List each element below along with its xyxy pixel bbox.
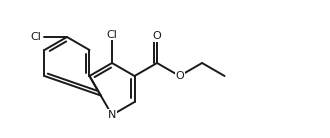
Text: N: N <box>108 110 116 120</box>
Text: O: O <box>175 71 184 81</box>
Text: Cl: Cl <box>31 32 42 42</box>
Text: Cl: Cl <box>107 30 117 40</box>
Text: O: O <box>153 31 161 41</box>
